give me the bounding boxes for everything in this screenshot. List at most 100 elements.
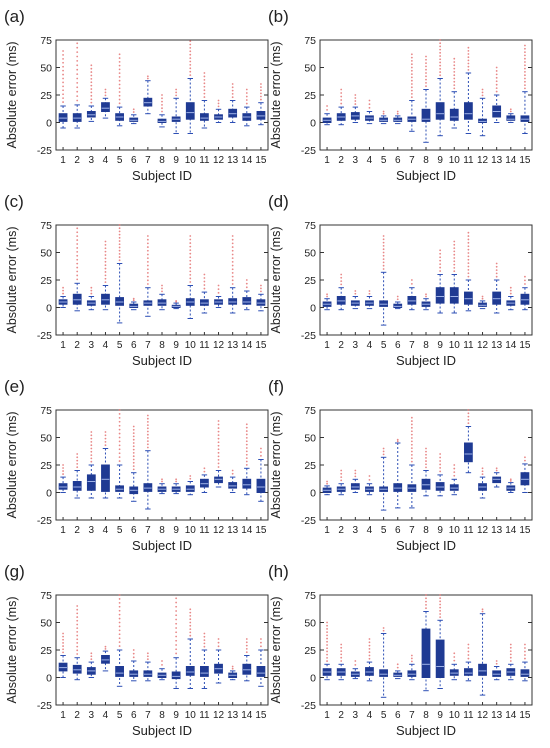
- outlier-point: [76, 247, 79, 249]
- outliers: [217, 99, 220, 108]
- x-tick-label: 14: [505, 155, 517, 166]
- outlier-point: [175, 622, 178, 625]
- outlier-point: [439, 259, 442, 262]
- outlier-point: [62, 286, 64, 289]
- outlier-point: [118, 617, 121, 620]
- x-tick-label: 2: [338, 525, 344, 536]
- outlier-point: [245, 450, 248, 453]
- outlier-point: [90, 431, 93, 433]
- outlier-point: [326, 631, 328, 634]
- outlier-point: [62, 292, 64, 295]
- outlier-point: [396, 438, 399, 441]
- box: [520, 293, 530, 305]
- outlier-point: [90, 84, 93, 87]
- outlier-point: [118, 236, 121, 239]
- outlier-point: [354, 97, 357, 99]
- outliers: [62, 286, 64, 295]
- x-tick-label: 13: [491, 340, 503, 351]
- outlier-point: [467, 650, 470, 653]
- outlier-point: [189, 252, 192, 255]
- outlier-point: [76, 270, 79, 273]
- outlier-point: [467, 422, 470, 425]
- outlier-point: [76, 623, 79, 626]
- panel-b: (b)Absolute error (ms)Subject ID-2502550…: [268, 7, 533, 183]
- outlier-point: [118, 60, 121, 63]
- outlier-point: [90, 286, 93, 289]
- x-tick-label: 5: [117, 710, 123, 721]
- x-tick-label: 3: [89, 525, 95, 536]
- outlier-point: [354, 290, 357, 292]
- outliers: [104, 240, 107, 284]
- outlier-point: [340, 479, 343, 482]
- outlier-point: [524, 77, 526, 80]
- x-tick-label: 3: [89, 155, 95, 166]
- box: [379, 300, 388, 307]
- outlier-point: [132, 445, 135, 448]
- y-tick-label: 50: [40, 618, 52, 630]
- outliers: [396, 110, 399, 115]
- outliers: [203, 632, 206, 648]
- box: [365, 667, 374, 676]
- outlier-point: [76, 608, 79, 611]
- outlier-point: [76, 250, 79, 253]
- y-tick-label: 0: [46, 118, 52, 130]
- outliers: [76, 605, 79, 655]
- outlier-point: [203, 92, 206, 95]
- outlier-point: [118, 424, 121, 427]
- box: [129, 117, 139, 122]
- outlier-point: [76, 642, 79, 644]
- outlier-point: [62, 473, 64, 475]
- outlier-point: [260, 641, 262, 644]
- outlier-point: [245, 447, 248, 449]
- outlier-point: [260, 89, 262, 92]
- outlier-point: [217, 430, 220, 433]
- outlier-point: [467, 275, 470, 278]
- outlier-point: [189, 259, 192, 262]
- outlier-point: [189, 263, 192, 266]
- outlier-point: [410, 63, 413, 66]
- outlier-point: [368, 106, 371, 109]
- box: [435, 639, 445, 678]
- outlier-point: [76, 619, 79, 622]
- y-tick-label: 25: [304, 645, 316, 657]
- outlier-point: [62, 648, 64, 651]
- outlier-point: [62, 638, 64, 641]
- outlier-point: [326, 295, 328, 298]
- outlier-point: [382, 245, 385, 247]
- outlier-point: [90, 64, 93, 67]
- outlier-point: [118, 637, 121, 640]
- box: [58, 662, 68, 672]
- outlier-point: [76, 73, 79, 75]
- outliers: [62, 632, 64, 654]
- outlier-point: [90, 71, 93, 73]
- outliers: [524, 44, 526, 90]
- y-axis-label: Absolute error (ms): [5, 412, 19, 519]
- outlier-point: [118, 259, 121, 262]
- outlier-point: [439, 51, 442, 54]
- outliers: [410, 654, 413, 663]
- outliers: [439, 249, 442, 272]
- outlier-point: [410, 282, 413, 285]
- x-tick-label: 2: [74, 340, 80, 351]
- x-tick-label: 15: [255, 710, 267, 721]
- outlier-point: [76, 227, 79, 230]
- x-tick-label: 4: [103, 340, 109, 351]
- x-tick-label: 11: [463, 525, 474, 536]
- outlier-point: [481, 470, 484, 473]
- outlier-point: [76, 42, 79, 45]
- outlier-point: [326, 644, 328, 646]
- outlier-point: [161, 290, 163, 293]
- outlier-point: [203, 287, 206, 290]
- outlier-point: [467, 255, 470, 258]
- outlier-point: [231, 260, 234, 263]
- outlier-point: [382, 264, 385, 267]
- outlier-point: [217, 458, 220, 461]
- outlier-point: [62, 464, 64, 466]
- outlier-point: [203, 470, 206, 473]
- x-tick-label: 10: [185, 340, 197, 351]
- x-tick-label: 12: [213, 155, 225, 166]
- x-tick-label: 15: [519, 710, 531, 721]
- outlier-point: [175, 88, 178, 91]
- outlier-point: [76, 77, 79, 80]
- outlier-point: [76, 266, 79, 269]
